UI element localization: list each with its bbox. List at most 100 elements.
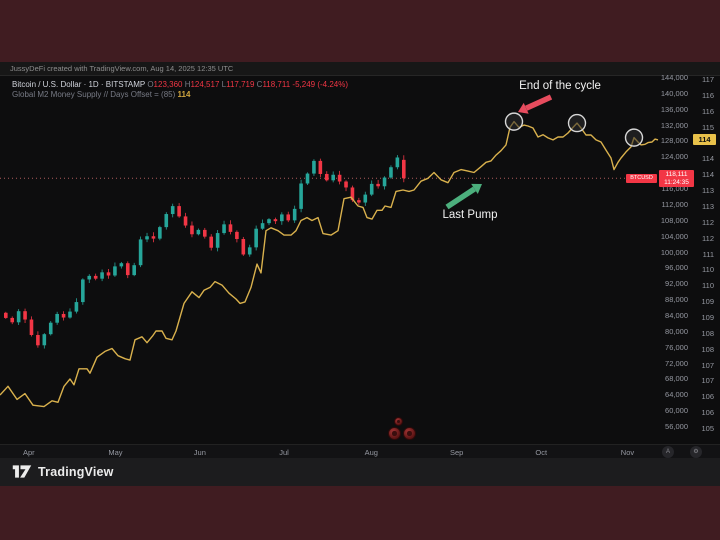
candlestick <box>363 194 368 203</box>
last-price-badge[interactable]: 118,111 11:24:35 <box>659 170 694 188</box>
candlestick <box>215 233 220 248</box>
m2-axis-label: 112 <box>702 217 714 227</box>
time-axis-label: Sep <box>450 448 464 457</box>
end-cycle-arrow <box>525 94 553 111</box>
candlestick <box>106 272 111 276</box>
legend: Bitcoin / U.S. Dollar · 1D · BITSTAMP O1… <box>12 80 348 100</box>
low-value: 117,719 <box>226 80 255 89</box>
candlestick <box>209 236 214 248</box>
m2-axis-label: 110 <box>702 265 714 275</box>
last-pump-arrow <box>445 186 476 210</box>
price-axis-label: 136,000 <box>660 104 688 114</box>
m2-axis-label: 107 <box>701 360 714 370</box>
candlestick <box>228 224 233 232</box>
m2-axis-label: 113 <box>702 186 714 196</box>
candlestick <box>119 263 124 267</box>
candlestick <box>158 227 162 239</box>
candlestick <box>318 160 323 174</box>
candlestick <box>357 200 361 203</box>
last-pump-arrow-head <box>471 183 482 194</box>
candlestick <box>369 183 374 195</box>
price-axis-label: 68,000 <box>665 374 688 384</box>
candlestick <box>280 214 284 222</box>
cycle-peak-circle <box>624 128 644 147</box>
indicator-row[interactable]: Global M2 Money Supply // Days Offset = … <box>12 90 348 100</box>
change-value: -5,249 (-4.24%) <box>292 80 348 89</box>
m2-axis-label: 116 <box>702 90 714 100</box>
candlestick <box>87 275 92 280</box>
candlestick <box>350 187 355 201</box>
time-axis[interactable]: Apr May Jun Jul Aug Sep Oct Nov A ⚙ <box>0 444 720 458</box>
price-axis-label: 124,000 <box>660 152 688 162</box>
end-of-cycle-label: End of the cycle <box>519 80 601 92</box>
candlestick <box>36 334 40 346</box>
time-axis-label: Oct <box>535 448 548 457</box>
open-value: 123,360 <box>153 80 183 89</box>
candlestick <box>151 236 156 239</box>
candlestick <box>55 313 59 323</box>
red-circle-emoji <box>388 427 401 440</box>
m2-axis-label: 114 <box>702 154 714 164</box>
m2-axis-label: 107 <box>701 376 714 386</box>
price-axis-label: 112,000 <box>661 199 688 209</box>
candlestick <box>260 223 265 229</box>
time-axis-label: Apr <box>23 448 35 457</box>
candlestick <box>61 313 66 318</box>
m2-axis-label: 105 <box>701 424 714 433</box>
candlestick <box>247 247 252 255</box>
candlestick <box>164 214 169 228</box>
settings-button[interactable]: ⚙ <box>690 446 702 458</box>
bar-countdown: 11:24:35 <box>664 179 689 187</box>
candlestick <box>74 302 79 312</box>
candlestick <box>331 174 335 181</box>
candlestick <box>29 319 34 335</box>
attribution-text: JussyDeFi created with TradingView.com, … <box>0 62 720 76</box>
candlestick <box>299 183 303 209</box>
candlestick <box>241 239 246 255</box>
candlestick <box>286 214 291 221</box>
m2-axis-label: 106 <box>701 392 714 402</box>
candlestick <box>267 219 271 224</box>
time-axis-label: Jul <box>279 448 289 457</box>
time-axis-label: Aug <box>364 448 378 457</box>
candlestick <box>10 317 15 323</box>
last-price-value: 118,111 <box>665 171 688 179</box>
price-axis-label: 96,000 <box>665 263 688 273</box>
m2-axis-label: 111 <box>702 249 714 259</box>
candlestick <box>190 225 194 235</box>
candlestick <box>138 239 143 266</box>
last-pump-label: Last Pump <box>442 209 498 221</box>
m2-axis-label: 112 <box>702 233 714 243</box>
m2-axis-label: 116 <box>702 106 714 116</box>
m2-axis-label: 113 <box>702 201 714 211</box>
candlestick <box>235 231 239 240</box>
symbol-row[interactable]: Bitcoin / U.S. Dollar · 1D · BITSTAMP O1… <box>12 80 348 89</box>
close-value: 118,711 <box>262 80 291 89</box>
tradingview-logo[interactable]: TradingView <box>12 464 114 479</box>
candlestick <box>324 173 329 181</box>
tradingview-logo-icon <box>12 465 32 478</box>
price-axis-label: 116,000 <box>661 184 688 194</box>
candlestick <box>389 167 393 178</box>
price-axis-label: 144,000 <box>660 73 688 82</box>
chart-canvas[interactable] <box>0 76 720 444</box>
time-axis-label: May <box>108 448 123 457</box>
price-axis-label: 56,000 <box>665 422 688 431</box>
price-axis-label: 88,000 <box>665 295 688 305</box>
m2-axis-label: 106 <box>701 408 714 418</box>
candlestick <box>177 206 181 217</box>
auto-scale-button[interactable]: A <box>662 446 674 458</box>
candlestick <box>93 275 98 279</box>
high-value: 124,517 <box>190 80 220 89</box>
candlestick <box>16 311 21 323</box>
candlestick <box>292 208 297 221</box>
indicator-value: 114 <box>177 90 191 99</box>
candlestick <box>183 216 188 226</box>
price-axis-label: 108,000 <box>660 215 688 225</box>
price-axis-label: 76,000 <box>665 342 688 352</box>
candlestick <box>100 272 104 279</box>
candlestick <box>254 228 258 248</box>
candlestick <box>170 206 175 215</box>
candlestick <box>203 229 207 237</box>
